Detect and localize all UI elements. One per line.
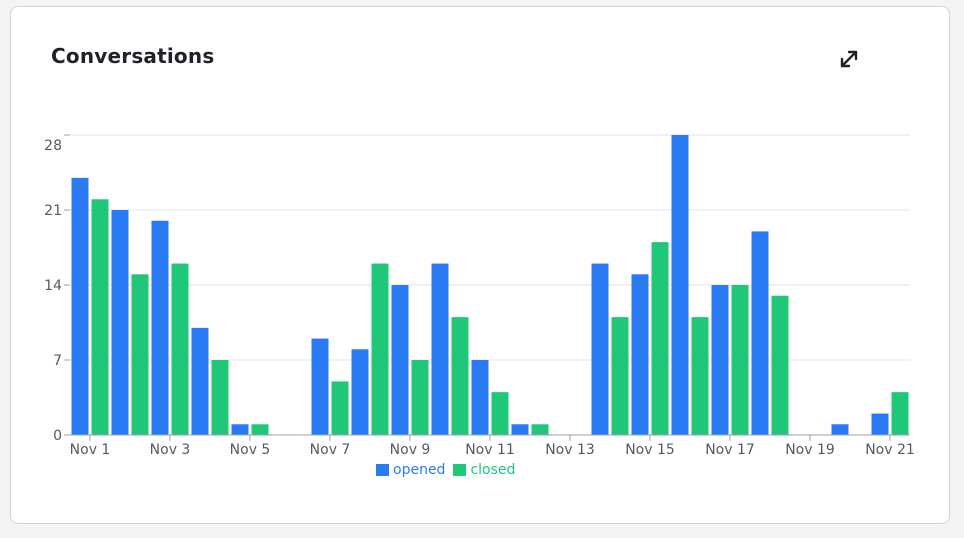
y-tick-label: 14 [44,278,62,294]
x-tick-label: Nov 11 [465,442,515,458]
bar-opened[interactable] [111,210,129,435]
bar-opened[interactable] [591,263,609,435]
bar-opened[interactable] [191,327,209,435]
bar-closed[interactable] [91,199,109,435]
bar-closed[interactable] [771,295,789,435]
bar-closed[interactable] [651,242,669,435]
x-tick-label: Nov 19 [785,442,835,458]
bar-opened[interactable] [871,413,889,435]
legend-label-closed: closed [470,462,516,478]
bar-opened[interactable] [711,285,729,435]
bar-closed[interactable] [131,274,149,435]
x-tick-label: Nov 3 [150,442,191,458]
x-tick-label: Nov 7 [310,442,351,458]
legend-label-opened: opened [393,462,446,478]
bar-closed[interactable] [611,317,629,435]
x-tick-label: Nov 21 [865,442,915,458]
bar-opened[interactable] [511,424,529,435]
bar-opened[interactable] [631,274,649,435]
bar-closed[interactable] [171,263,189,435]
x-tick-label: Nov 17 [705,442,755,458]
x-tick-label: Nov 9 [390,442,431,458]
bar-closed[interactable] [251,424,269,435]
bar-opened[interactable] [751,231,769,435]
y-tick-label: 7 [53,353,62,369]
bar-closed[interactable] [211,360,229,435]
x-tick-label: Nov 1 [70,442,111,458]
expand-arrows-icon[interactable] [837,47,861,71]
bar-opened[interactable] [351,349,369,435]
bar-opened[interactable] [231,424,249,435]
y-tick-label: 21 [44,203,62,219]
bar-opened[interactable] [831,424,849,435]
bar-opened[interactable] [311,338,329,435]
bar-closed[interactable] [371,263,389,435]
x-tick-label: Nov 15 [625,442,675,458]
chart-legend: opened closed [376,462,523,478]
bar-closed[interactable] [891,392,909,435]
x-tick-label: Nov 13 [545,442,595,458]
bar-opened[interactable] [431,263,449,435]
legend-swatch-opened [376,464,389,476]
bar-closed[interactable] [331,381,349,435]
bar-closed[interactable] [531,424,549,435]
legend-swatch-closed [453,464,467,476]
bar-opened[interactable] [151,220,169,435]
x-tick-label: Nov 5 [230,442,271,458]
y-tick-label: 0 [53,428,62,444]
bar-closed[interactable] [731,285,749,435]
bar-closed[interactable] [451,317,469,435]
bar-opened[interactable] [391,285,409,435]
y-tick-label: 28 [44,138,62,154]
card-title: Conversations [51,44,215,68]
bar-opened[interactable] [471,360,489,435]
bar-closed[interactable] [691,317,709,435]
bar-opened[interactable] [671,135,689,435]
legend-item-closed[interactable]: closed [453,462,515,478]
legend-item-opened[interactable]: opened [376,462,445,478]
bar-closed[interactable] [411,360,429,435]
bar-closed[interactable] [491,392,509,435]
bar-opened[interactable] [71,177,89,435]
